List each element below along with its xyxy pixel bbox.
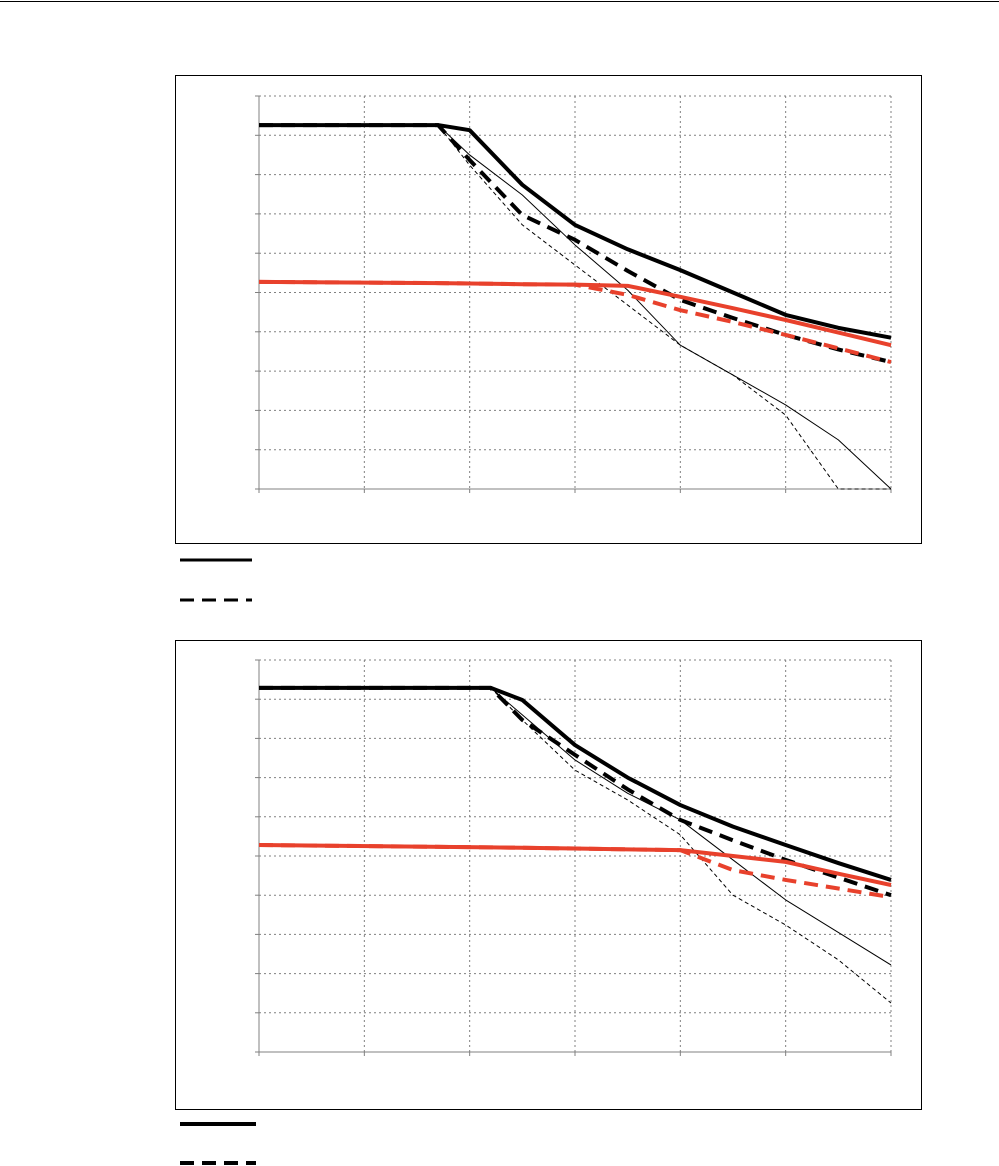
series-line: [259, 124, 892, 490]
series-line: [258, 279, 892, 364]
series-line: [259, 687, 892, 1004]
series-line: [259, 123, 892, 340]
chart-frame: [175, 640, 922, 1110]
chart-frame: [175, 75, 922, 544]
series-line: [259, 685, 892, 882]
series-line: [259, 123, 892, 365]
series-line: [259, 124, 891, 490]
series-line: [259, 687, 892, 966]
series-line: [258, 843, 892, 900]
